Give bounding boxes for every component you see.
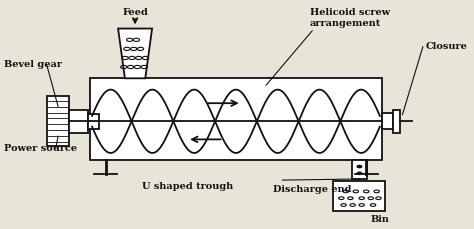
Text: Bevel gear: Bevel gear [4,60,62,69]
Text: Helicoid screw
arrangement: Helicoid screw arrangement [310,8,390,27]
Text: Closure: Closure [425,42,467,51]
Polygon shape [118,29,152,78]
Bar [69,110,88,133]
Text: Power source: Power source [4,144,77,153]
Bar [393,110,400,133]
Text: Feed: Feed [122,8,148,17]
Text: U shaped trough: U shaped trough [142,182,233,191]
Circle shape [357,172,362,174]
Bar [382,113,393,129]
Text: Discharge end: Discharge end [273,185,352,194]
Bar [90,78,382,160]
Bar [333,181,385,211]
Bar [352,160,367,179]
Bar [88,114,99,129]
Bar [47,96,69,146]
Text: Bin: Bin [370,215,389,224]
Circle shape [357,165,362,168]
